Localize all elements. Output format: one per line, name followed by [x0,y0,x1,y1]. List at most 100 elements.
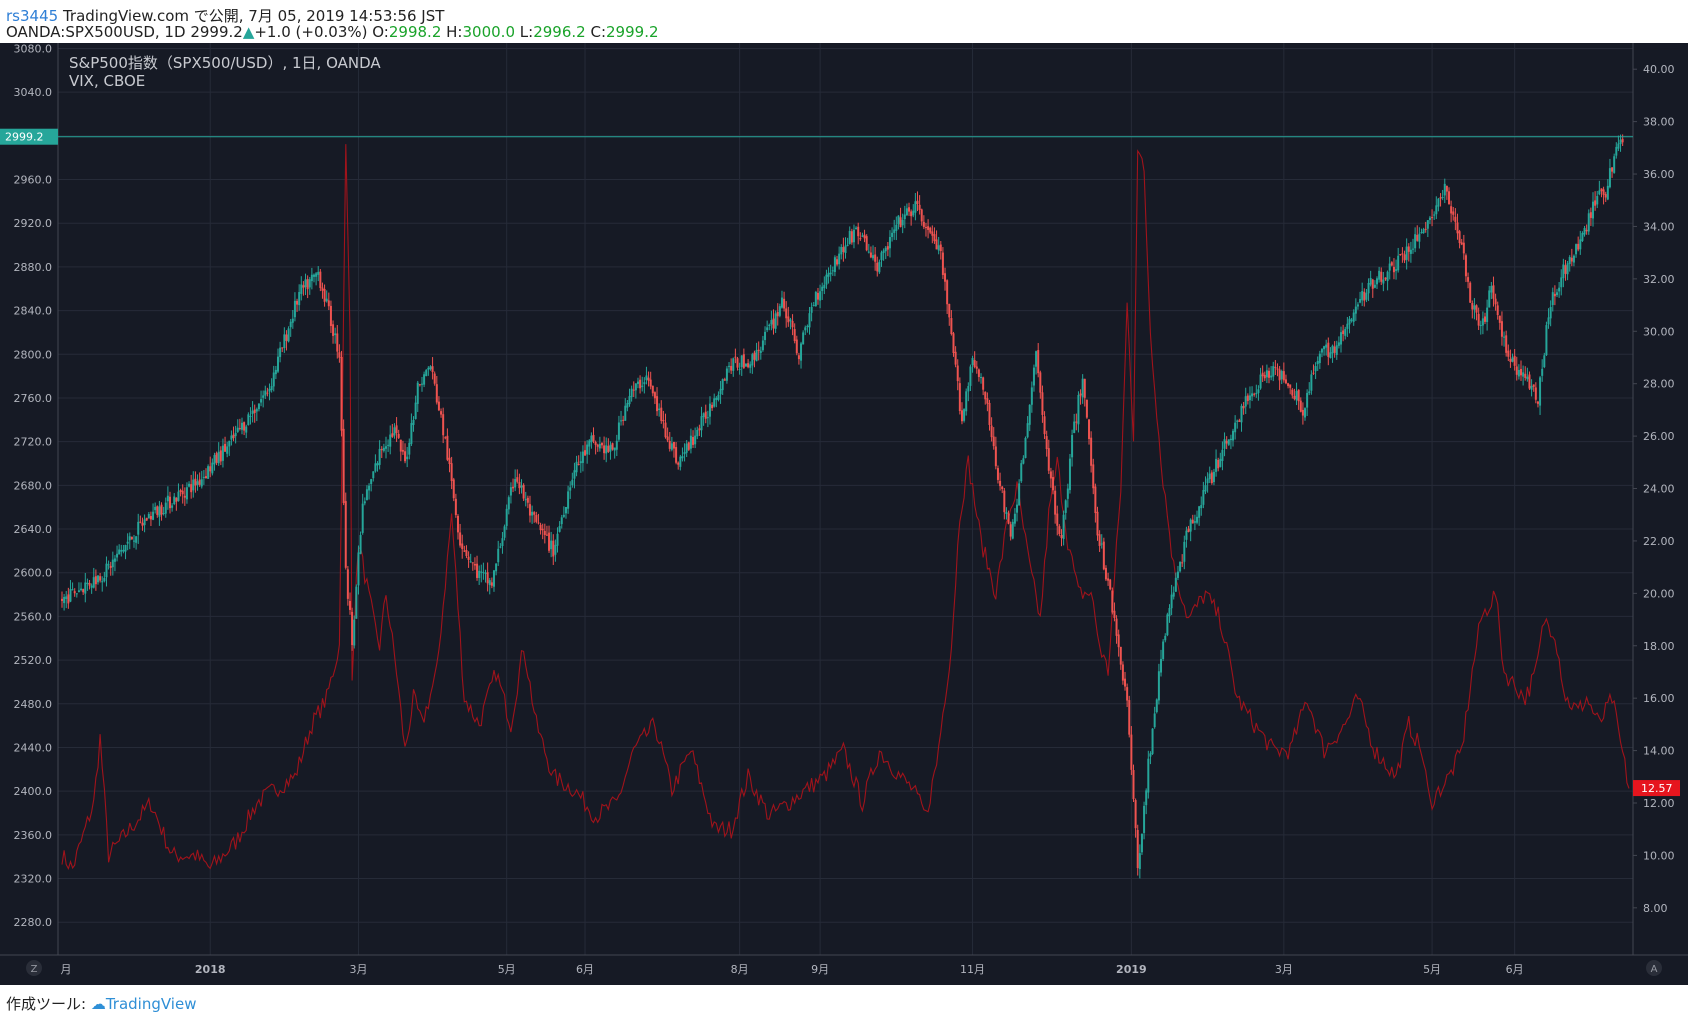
candle-body [1111,590,1114,613]
candle-body [183,495,186,498]
candle-body [1539,377,1542,406]
candle-body [937,245,940,251]
candle-body [429,366,432,370]
candle-body [260,399,263,403]
candle-body [1354,306,1357,314]
candle-body [128,536,131,541]
candle-body [217,451,220,464]
candle-body [603,445,606,454]
candle-body [1115,618,1118,636]
candle-body [1280,371,1283,380]
left-tick-label: 2720.0 [14,436,53,449]
tradingview-link[interactable]: TradingView [105,995,197,1013]
candle-body [168,496,171,509]
candle-body [395,425,398,434]
candle-body [319,271,322,288]
candle-body [967,386,970,392]
candle-body [118,549,121,555]
candle-body [1384,277,1387,280]
candle-body [698,428,701,431]
candle-body [575,461,578,473]
candle-body [958,383,961,412]
left-tick-label: 2960.0 [14,174,53,187]
candle-body [761,340,764,351]
candle-body [823,284,826,289]
candle-body [1549,306,1552,319]
author-link[interactable]: rs3445 [6,7,59,25]
candle-body [213,455,216,465]
candle-body [492,570,495,587]
candle-body [1592,201,1595,219]
candle-body [1268,370,1271,378]
candle-body [175,497,178,502]
candle-body [1541,368,1544,376]
candle-body [528,504,531,516]
candle-body [1075,421,1078,423]
candle-body [361,503,364,533]
candle-body [884,247,887,252]
candle-body [173,496,176,504]
candle-body [751,354,754,366]
left-price-axis[interactable]: 3080.03040.03000.02960.02920.02880.02840… [0,42,59,955]
candle-body [986,398,989,404]
candle-body [1289,384,1292,388]
candle-body [459,532,462,546]
time-tick-label: 月 [61,963,72,976]
candle-body [641,385,644,387]
candle-body [113,558,116,562]
candle-body [107,564,110,566]
candle-body [639,379,642,389]
candle-body [713,398,716,407]
candle-body [1064,500,1067,513]
candle-body [505,508,508,526]
auto-scale-button-right[interactable]: A [1646,960,1662,976]
candle-body [548,532,551,551]
candle-body [785,308,788,319]
candle-body [1543,355,1546,368]
candle-body [1054,490,1057,515]
candle-body [200,479,203,487]
spx-candles [61,134,1624,879]
candle-body [1467,277,1470,282]
candle-body [819,291,822,301]
candle-body [1223,439,1226,449]
right-vix-axis[interactable]: 40.00 38.00 36.00 34.00 32.00 30.00 28.00 26.00… [1632,43,1688,955]
candle-body [1079,393,1082,396]
candle-body [1475,305,1478,313]
candle-body [1255,393,1258,395]
candle-body [122,549,125,552]
candle-body [1039,372,1042,393]
candle-body [1556,292,1559,296]
candle-body [992,436,995,447]
legend-line2: VIX, CBOE [69,72,145,90]
candle-body [1179,561,1182,572]
candle-body [179,489,182,492]
candle-body [1221,449,1224,461]
chart-header-line2: OANDA:SPX500USD, 1D 2999.2▲+1.0 (+0.03%)… [6,23,659,41]
right-tick-label: 34.00 [1643,220,1675,233]
candle-body [520,485,523,488]
price-chart[interactable]: 3080.0 3040.0 3000.0 2960.0 2920.0 2880.0 2840… [0,0,1688,985]
candle-body [1096,511,1099,536]
candle-body [1498,315,1501,323]
time-axis[interactable]: 月 2018 3月 5月 6月 8月 9月 11月 2019 3月 5月 6月 [0,954,1688,985]
candle-body [380,449,383,451]
candle-body [1007,513,1010,524]
candle-body [711,404,714,409]
candle-body [1170,594,1173,609]
candle-body [681,456,684,459]
left-tick-label: 2440.0 [14,741,53,754]
candle-body [1090,437,1093,466]
candle-body [1454,216,1457,222]
right-axis-bg [1633,43,1688,955]
candle-body [1448,191,1451,205]
candle-body [306,279,309,290]
candle-body [196,481,199,485]
candle-body [738,369,741,371]
candle-body [617,422,620,440]
candle-body [1517,369,1520,377]
candle-body [416,382,419,404]
candle-body [950,318,953,334]
auto-scale-button-left[interactable]: Z [26,960,42,976]
candle-body [901,219,904,226]
